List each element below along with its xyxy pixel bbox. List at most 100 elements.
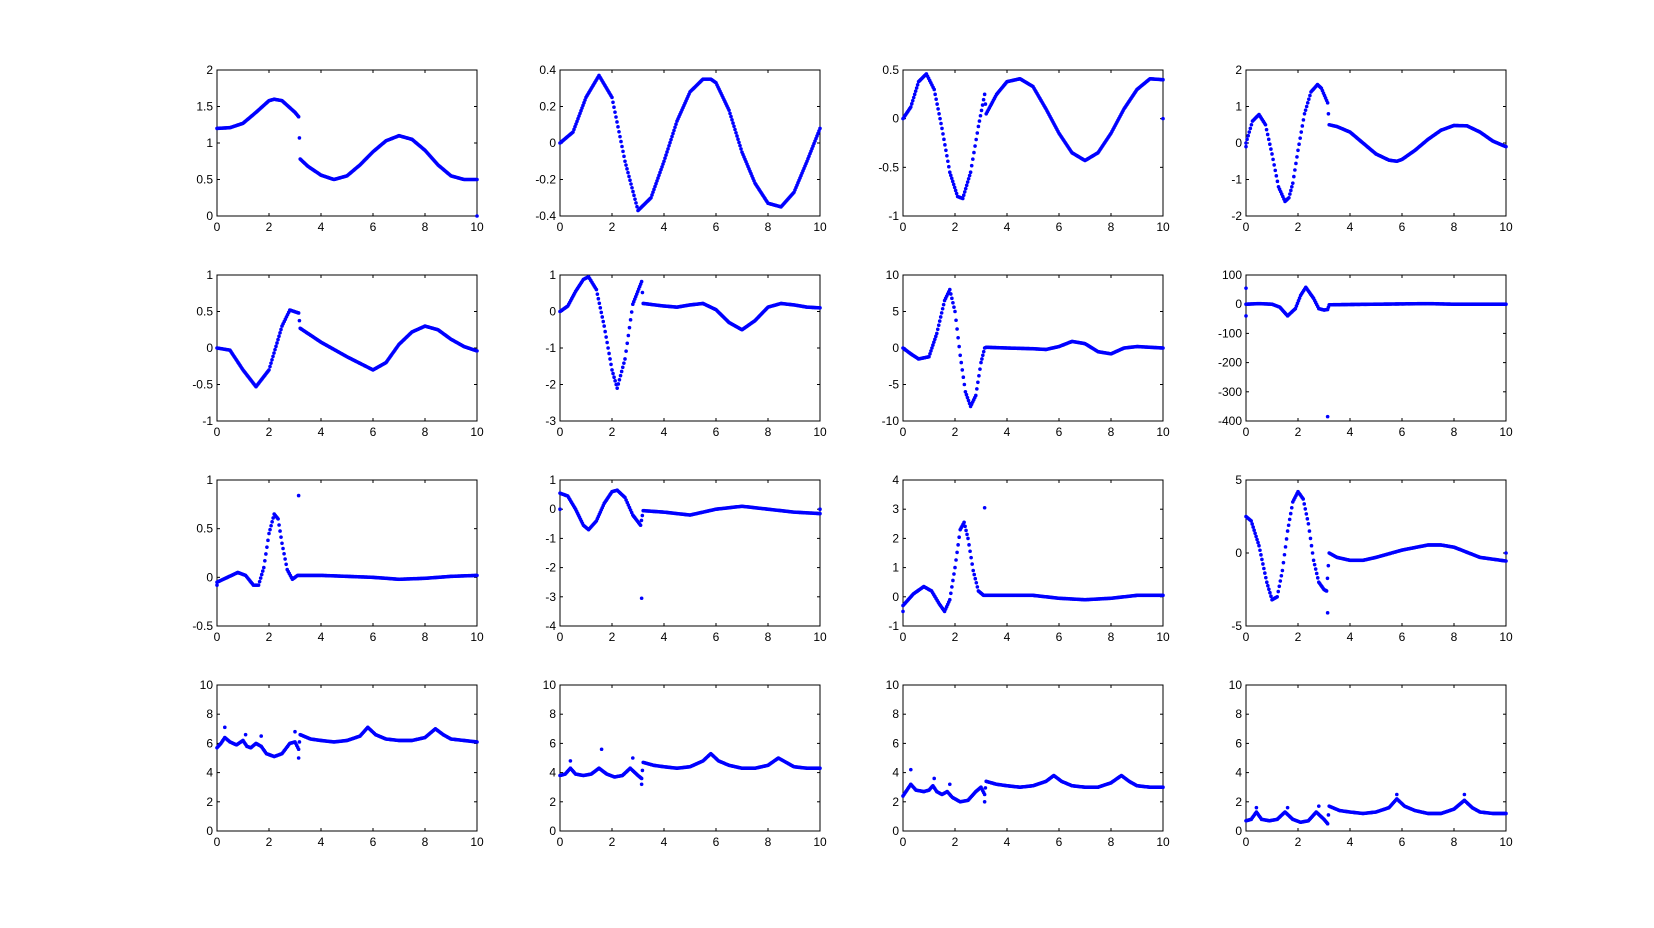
data-point	[275, 341, 279, 345]
data-point	[639, 776, 644, 781]
data-point	[1247, 130, 1252, 134]
x-tick-label: 0	[214, 220, 221, 234]
data-point	[915, 83, 920, 87]
data-point	[269, 523, 273, 528]
data-series	[1244, 792, 1508, 826]
data-point	[975, 387, 979, 391]
data-point	[1307, 97, 1311, 101]
subplot-4: 0 2 4 6 8 10 -2 -1 0 1 2	[1231, 63, 1513, 234]
data-point	[264, 552, 268, 556]
outlier-point	[1285, 805, 1290, 810]
data-point	[1249, 122, 1254, 127]
y-tick-label: 0.5	[196, 305, 213, 319]
data-point	[938, 116, 942, 121]
y-tick-label: -4	[545, 619, 556, 633]
data-series	[558, 73, 822, 213]
data-point	[1264, 127, 1269, 132]
data-point	[1276, 589, 1281, 594]
data-point	[672, 128, 676, 133]
x-tick-label: 8	[1451, 220, 1458, 234]
data-series	[558, 275, 822, 390]
data-point	[1301, 497, 1305, 501]
data-point	[278, 331, 282, 335]
data-point	[964, 528, 968, 533]
x-tick-label: 8	[1108, 425, 1115, 439]
data-point	[625, 341, 630, 346]
x-tick-label: 4	[1004, 835, 1011, 849]
data-point	[1292, 174, 1296, 179]
x-tick-label: 6	[1056, 835, 1063, 849]
data-point	[280, 541, 284, 546]
y-tick-label: 0	[892, 112, 899, 126]
data-point	[267, 368, 271, 372]
subplot-5: 0 2 4 6 8 10 -1 -0.5 0 0.5 1	[192, 268, 484, 439]
axes-frame	[1245, 274, 1507, 422]
data-point	[945, 153, 949, 158]
x-tick-label: 4	[1004, 220, 1011, 234]
outlier-point	[558, 507, 562, 512]
data-point	[1314, 571, 1319, 576]
data-point	[1504, 302, 1508, 307]
data-point	[953, 565, 957, 570]
subplot-15: 0 2 4 6 8 10 0 2 4 6 8 10	[886, 678, 1170, 849]
data-point	[673, 125, 677, 130]
data-point	[267, 531, 271, 536]
axes-frame	[216, 479, 478, 627]
y-tick-label: 2	[892, 531, 899, 545]
x-tick-label: 10	[1156, 220, 1170, 234]
data-point	[268, 364, 272, 369]
data-point	[666, 147, 670, 151]
data-point	[279, 327, 283, 332]
data-point	[1254, 534, 1258, 539]
data-point	[909, 102, 914, 106]
data-point	[1298, 136, 1302, 140]
x-tick-label: 8	[765, 630, 772, 644]
data-point	[1302, 502, 1307, 506]
x-tick-label: 10	[1156, 835, 1170, 849]
x-tick-label: 8	[1451, 835, 1458, 849]
x-tick-label: 2	[266, 425, 273, 439]
y-tick-label: -1	[545, 531, 556, 545]
data-point	[818, 766, 822, 771]
data-point	[622, 361, 626, 365]
y-tick-label: -1	[888, 619, 899, 633]
y-tick-label: -2	[545, 561, 556, 575]
data-point	[605, 340, 609, 345]
data-point	[983, 102, 988, 106]
outlier-point	[296, 756, 301, 760]
y-tick-label: 5	[892, 305, 899, 319]
data-point	[1309, 543, 1314, 548]
x-tick-label: 6	[1399, 425, 1406, 439]
y-tick-label: -1	[1231, 173, 1242, 187]
data-point	[941, 302, 946, 307]
y-tick-label: 3	[892, 502, 899, 516]
subplot-14: 0 2 4 6 8 10 0 2 4 6 8 10	[543, 678, 827, 849]
y-tick-label: 100	[1222, 268, 1242, 282]
data-series	[1244, 82, 1508, 204]
y-tick-label: 0	[549, 824, 556, 838]
data-point	[731, 121, 735, 125]
data-point	[954, 558, 958, 562]
outlier-point	[1161, 116, 1165, 121]
data-point	[1253, 531, 1257, 536]
y-tick-label: 0	[1235, 136, 1242, 150]
data-point	[650, 193, 654, 197]
data-point	[674, 122, 678, 126]
data-point	[1161, 593, 1165, 598]
data-point	[629, 182, 633, 186]
y-tick-label: 4	[549, 766, 556, 780]
data-point	[982, 92, 987, 97]
y-tick-label: 0	[549, 305, 556, 319]
data-point	[621, 149, 625, 154]
data-point	[983, 786, 988, 790]
data-point	[911, 95, 916, 100]
x-tick-label: 10	[1499, 835, 1513, 849]
x-tick-label: 0	[900, 630, 907, 644]
data-point	[609, 362, 613, 367]
y-tick-label: 8	[206, 707, 213, 721]
data-point	[269, 361, 273, 365]
data-point	[1249, 519, 1253, 523]
subplot-7: 0 2 4 6 8 10 -10 -5 0 5 10	[882, 268, 1170, 439]
data-point	[1265, 580, 1269, 584]
